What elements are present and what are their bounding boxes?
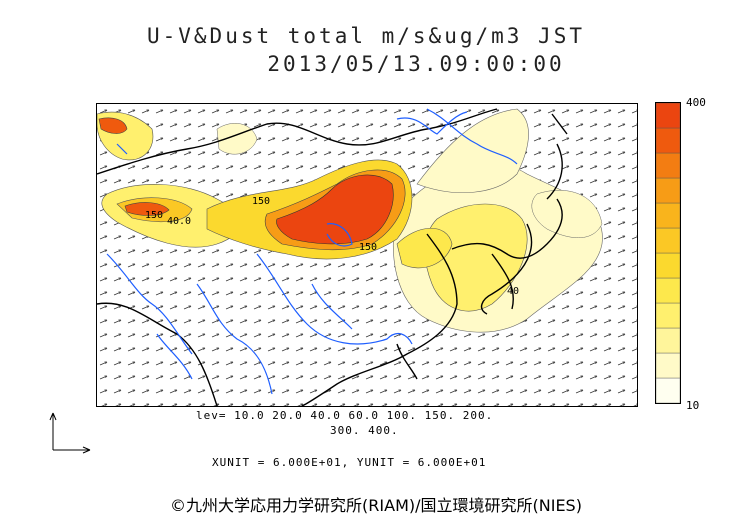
colorbar-min-label: 10 — [686, 399, 700, 412]
contour-label: 150 — [359, 242, 377, 253]
coastlines — [97, 108, 568, 406]
contour-label: 40.0 — [167, 216, 191, 227]
colorbar-swatch — [656, 202, 680, 229]
colorbar-max-label: 400 — [686, 96, 706, 109]
colorbar-swatch — [656, 177, 680, 204]
colorbar-swatch — [656, 302, 680, 329]
contour-label: 40 — [507, 286, 519, 297]
contour-label: 150 — [252, 196, 270, 207]
map-canvas: 150 40.0 150 150 40 — [97, 104, 637, 406]
colorbar-swatch — [656, 352, 680, 379]
colorbar-swatch — [656, 277, 680, 304]
map-title: U-V&Dust total m/s&ug/m3 JST — [146, 24, 585, 48]
contour-labels: 150 40.0 150 150 40 — [145, 196, 519, 297]
copyright-notice: ©九州大学応用力学研究所(RIAM)/国立環境研究所(NIES) — [170, 496, 582, 515]
dust-map: 150 40.0 150 150 40 — [96, 103, 638, 407]
contour-levels-line2: 300. 400. — [330, 424, 399, 437]
axes-orientation-icon — [49, 412, 91, 454]
colorbar-swatch — [656, 227, 680, 254]
colorbar-swatch — [656, 377, 680, 403]
colorbar-swatch — [656, 103, 680, 129]
unit-info: XUNIT = 6.000E+01, YUNIT = 6.000E+01 — [212, 456, 487, 469]
map-timestamp: 2013/05/13.09:00:00 — [267, 52, 565, 76]
colorbar-swatch — [656, 127, 680, 154]
color-scale-bar — [655, 102, 681, 404]
colorbar-swatch — [656, 152, 680, 179]
colorbar-swatch — [656, 327, 680, 354]
rivers — [106, 108, 518, 395]
contour-levels-line1: lev= 10.0 20.0 40.0 60.0 100. 150. 200. — [196, 409, 494, 422]
colorbar-swatch — [656, 252, 680, 279]
contour-label: 150 — [145, 210, 163, 221]
